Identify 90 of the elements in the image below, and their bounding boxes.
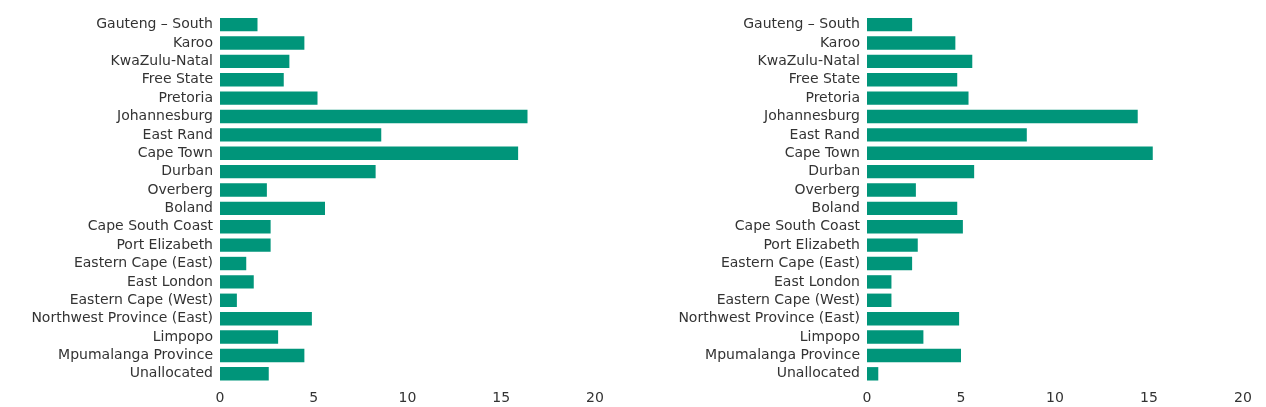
y-tick-label: East London	[774, 272, 860, 289]
y-tick-label: Mpumalanga Province	[705, 346, 860, 363]
y-tick-label: Johannesburg	[116, 107, 213, 124]
bar	[220, 293, 237, 307]
bar	[220, 348, 305, 363]
bar	[220, 275, 254, 289]
bar	[867, 73, 958, 87]
bar	[867, 54, 973, 69]
bar	[867, 275, 892, 289]
y-tick-label: Northwest Province (East)	[678, 309, 860, 326]
y-tick-label: Cape South Coast	[87, 217, 214, 234]
y-tick-label: Eastern Cape (West)	[716, 290, 860, 307]
bar	[867, 348, 961, 363]
bar	[867, 91, 969, 105]
y-tick-label: Eastern Cape (West)	[69, 290, 213, 307]
y-tick-label: Pretoria	[158, 88, 213, 105]
y-tick-label: East London	[127, 272, 213, 289]
x-tick-label: 10	[1046, 389, 1064, 406]
x-tick-label: 5	[309, 389, 319, 406]
bar	[220, 183, 267, 197]
x-tick-label: 15	[1140, 389, 1158, 406]
y-tick-label: KwaZulu-Natal	[757, 51, 860, 68]
y-tick-label: Mpumalanga Province	[58, 346, 213, 363]
bar	[867, 293, 892, 307]
bar	[867, 201, 958, 216]
bar	[220, 128, 382, 142]
x-tick-label: 15	[492, 389, 511, 406]
y-tick-label: Port Elizabeth	[116, 235, 213, 252]
bar	[220, 109, 528, 124]
bar	[867, 36, 956, 50]
y-tick-label: Boland	[811, 199, 860, 216]
x-tick-label: 0	[215, 389, 225, 406]
y-tick-label: Karoo	[172, 33, 213, 50]
bar	[220, 238, 271, 252]
y-tick-label: Unallocated	[776, 364, 860, 381]
y-tick-label: Pretoria	[805, 88, 860, 105]
y-tick-label: Limpopo	[152, 327, 213, 344]
y-tick-label: Free State	[141, 70, 213, 87]
y-tick-label: Durban	[161, 162, 213, 179]
bar	[220, 164, 376, 179]
bar	[867, 164, 975, 179]
bar	[867, 367, 879, 381]
y-tick-label: Eastern Cape (East)	[73, 254, 213, 271]
y-tick-label: Gauteng – South	[743, 15, 860, 32]
bar	[867, 128, 1027, 142]
y-tick-label: East Rand	[789, 125, 860, 142]
y-tick-label: Gauteng – South	[96, 15, 213, 32]
bar	[220, 54, 290, 69]
bar	[220, 36, 305, 50]
bar	[220, 330, 279, 344]
bar	[867, 311, 960, 326]
bar	[867, 238, 918, 252]
y-tick-label: Limpopo	[799, 327, 860, 344]
y-tick-label: Unallocated	[129, 364, 213, 381]
bar	[867, 109, 1138, 124]
bar	[220, 311, 312, 326]
x-tick-label: 20	[1234, 389, 1252, 406]
bar	[220, 73, 284, 87]
y-tick-label: Overberg	[794, 180, 860, 197]
x-tick-label: 20	[586, 389, 604, 406]
y-tick-label: Johannesburg	[763, 107, 860, 124]
bar	[867, 183, 916, 197]
x-tick-label: 0	[862, 389, 872, 406]
y-tick-label: Eastern Cape (East)	[720, 254, 860, 271]
bar	[220, 17, 258, 32]
y-tick-label: East Rand	[142, 125, 213, 142]
bar	[220, 201, 325, 216]
x-tick-label: 5	[956, 389, 966, 406]
bar	[867, 330, 924, 344]
x-tick-label: 10	[398, 389, 417, 406]
y-tick-label: Cape Town	[137, 143, 213, 160]
y-tick-label: Karoo	[819, 33, 860, 50]
y-tick-label: Port Elizabeth	[763, 235, 860, 252]
y-tick-label: Free State	[788, 70, 860, 87]
y-tick-label: Durban	[808, 162, 860, 179]
bar	[867, 220, 963, 234]
bar	[220, 91, 318, 105]
y-tick-label: Overberg	[147, 180, 213, 197]
bar	[220, 220, 271, 234]
bar	[220, 146, 519, 160]
y-tick-label: Cape Town	[784, 143, 860, 160]
bar	[867, 146, 1153, 160]
y-tick-label: Cape South Coast	[734, 217, 861, 234]
bar	[220, 367, 269, 381]
y-tick-label: Boland	[164, 199, 213, 216]
bar	[220, 256, 247, 271]
y-tick-label: Northwest Province (East)	[31, 309, 213, 326]
bar	[867, 256, 913, 271]
bar	[867, 17, 913, 32]
y-tick-label: KwaZulu-Natal	[110, 51, 213, 68]
